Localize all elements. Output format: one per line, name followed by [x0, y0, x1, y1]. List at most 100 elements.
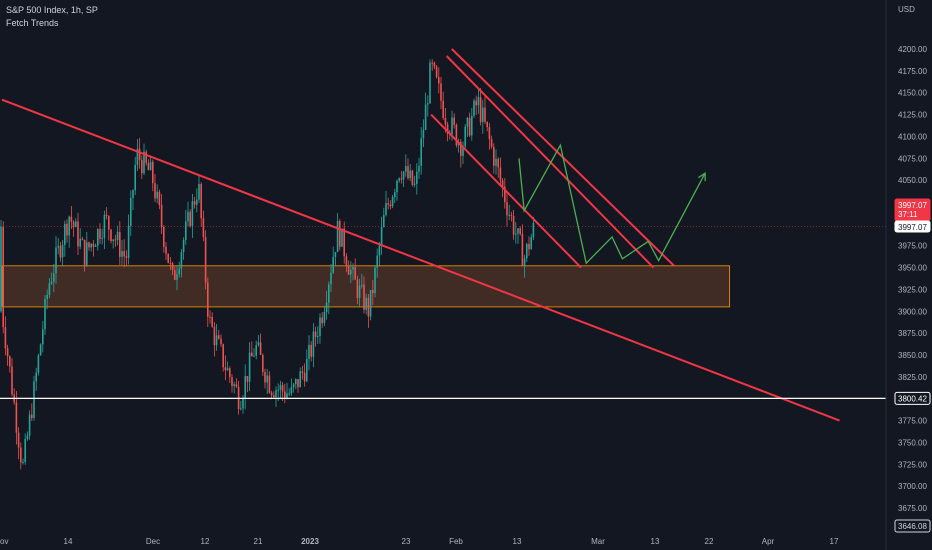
long-downtrend-line[interactable] — [1, 98, 840, 422]
candle-down — [160, 205, 163, 228]
time-tick-label[interactable]: Apr — [762, 537, 775, 546]
time-tick-label[interactable]: Feb — [449, 537, 463, 546]
candle-down — [119, 232, 121, 257]
symbol-title[interactable]: S&P 500 Index, 1h, SP — [6, 5, 98, 15]
candle-down — [264, 371, 266, 383]
candle-down — [123, 251, 125, 257]
price-tick-label[interactable]: 3975.00 — [898, 242, 927, 251]
candle-up — [22, 461, 24, 463]
candle-up — [365, 297, 367, 310]
time-tick-label[interactable]: 23 — [402, 537, 411, 546]
candle-up — [477, 97, 480, 106]
candle-down — [387, 203, 389, 205]
price-tick-label[interactable]: 4175.00 — [898, 67, 927, 76]
time-tick-label[interactable]: 13 — [513, 537, 522, 546]
candle-down — [512, 216, 515, 235]
candle-down — [347, 266, 350, 275]
candle-up — [464, 126, 466, 147]
price-tick-label[interactable]: 4100.00 — [898, 132, 927, 141]
candle-down — [17, 432, 20, 448]
candle-down — [114, 239, 117, 241]
price-tick-label[interactable]: 3775.00 — [898, 417, 927, 426]
time-tick-label[interactable]: 12 — [201, 537, 210, 546]
price-tick-label[interactable]: 3900.00 — [898, 307, 927, 316]
price-tick-label[interactable]: 3825.00 — [898, 373, 927, 382]
candle-down — [200, 183, 202, 219]
candle-down — [77, 221, 79, 247]
candle-down — [224, 367, 227, 371]
price-axis[interactable]: USD 4200.00 4175.00 4150.00 4125.00 4100.00 40… — [885, 0, 932, 550]
price-tick-label[interactable]: 4125.00 — [898, 111, 927, 120]
candle-up — [286, 393, 288, 398]
candle-up — [418, 165, 420, 172]
price-tick-label[interactable]: 3750.00 — [898, 438, 927, 447]
price-tick-label[interactable]: 4050.00 — [898, 176, 927, 185]
crosshair-price-badge-box — [894, 220, 931, 233]
candle-down — [501, 180, 504, 187]
candle-down — [11, 366, 13, 395]
candle-down — [6, 348, 9, 357]
candle-up — [79, 238, 81, 247]
candle-down — [453, 117, 455, 125]
price-tick-label[interactable]: 3850.00 — [898, 351, 927, 360]
price-tick-label[interactable]: 3700.00 — [898, 482, 927, 491]
candle-down — [108, 216, 110, 230]
price-tick-label[interactable]: 4075.00 — [898, 154, 927, 163]
chart-legend: S&P 500 Index, 1h, SP Fetch Trends — [6, 4, 98, 30]
time-tick-label[interactable]: 13 — [651, 537, 660, 546]
candle-up — [328, 284, 330, 303]
price-tick-label[interactable]: 3725.00 — [898, 460, 927, 469]
candle-down — [31, 414, 33, 418]
price-tick-label[interactable]: 4200.00 — [898, 45, 927, 54]
candle-down — [218, 335, 220, 339]
candle-down — [99, 229, 101, 239]
candle-up — [473, 100, 475, 116]
candle-up — [398, 178, 400, 181]
price-tick-label[interactable]: 3875.00 — [898, 329, 927, 338]
candle-up — [86, 242, 88, 266]
time-tick-label[interactable]: Dec — [146, 537, 160, 546]
candle-up — [405, 166, 407, 172]
candle-up — [103, 214, 106, 238]
price-tick-label[interactable]: 3950.00 — [898, 264, 927, 273]
candle-down — [165, 246, 167, 254]
time-tick-label[interactable]: 14 — [64, 537, 73, 546]
price-tick-label[interactable]: 3925.00 — [898, 285, 927, 294]
candle-up — [48, 283, 51, 295]
candle-down — [284, 391, 286, 398]
candle-down — [235, 384, 238, 387]
price-tick-label[interactable]: 3675.00 — [898, 504, 927, 513]
time-tick-label[interactable]: 22 — [705, 537, 714, 546]
candle-up — [495, 158, 497, 166]
candle-down — [444, 117, 447, 125]
time-tick-label[interactable]: 2023 — [301, 537, 319, 546]
indicator-name[interactable]: Fetch Trends — [6, 18, 59, 28]
candle-up — [517, 228, 519, 234]
candle-up — [136, 148, 139, 165]
time-axis[interactable]: ov 14 Dec 12 21 2023 23 Feb 13 Mar 13 22 Apr 17 — [0, 537, 839, 546]
channel-middle-line[interactable] — [445, 55, 655, 269]
candle-down — [354, 267, 356, 280]
candle-up — [143, 151, 145, 174]
candle-down — [488, 127, 491, 140]
projection-arrowhead[interactable] — [698, 171, 706, 182]
time-tick-label[interactable]: 17 — [830, 537, 839, 546]
projection-polyline[interactable] — [518, 143, 706, 265]
projection-path[interactable] — [518, 143, 706, 265]
candle-down — [229, 368, 231, 378]
time-tick-label[interactable]: 21 — [254, 537, 263, 546]
candle-up — [299, 371, 301, 388]
candle-down — [169, 262, 172, 264]
channel-lower-line[interactable] — [430, 113, 582, 269]
price-tick-label[interactable]: 4150.00 — [898, 89, 927, 98]
axis-currency[interactable]: USD — [898, 5, 915, 14]
candle-up — [101, 237, 103, 239]
time-tick-label[interactable]: ov — [0, 537, 8, 546]
candle-down — [411, 170, 414, 185]
candle-up — [391, 197, 394, 207]
candle-up — [358, 285, 361, 298]
candle-down — [497, 158, 499, 168]
time-tick-label[interactable]: Mar — [591, 537, 605, 546]
